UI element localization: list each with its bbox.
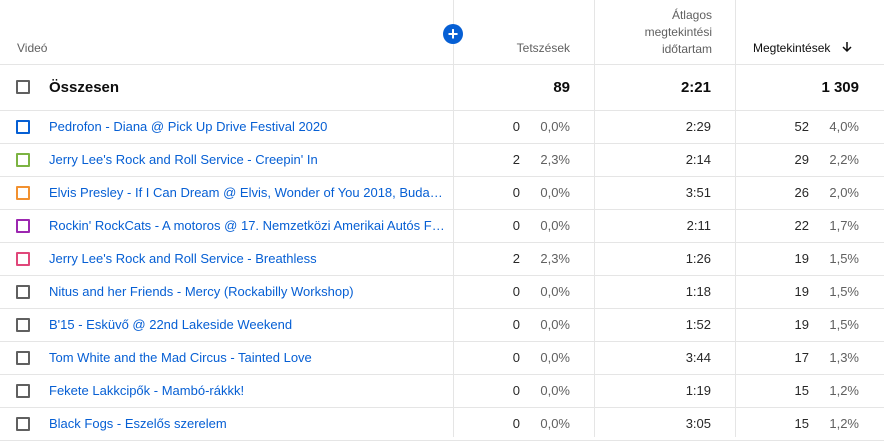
row-checkbox[interactable] xyxy=(16,219,30,233)
row-checkbox[interactable] xyxy=(16,252,30,266)
row-checkbox[interactable] xyxy=(16,120,30,134)
avg-duration-column-header[interactable]: Átlagos megtekintési időtartam xyxy=(644,8,712,56)
likes-column-header[interactable]: Tetszések xyxy=(516,41,570,55)
likes-percent: 0,0% xyxy=(540,416,570,431)
likes-percent: 0,0% xyxy=(540,218,570,233)
video-title-link[interactable]: Pedrofon - Diana @ Pick Up Drive Festiva… xyxy=(49,119,328,134)
views-percent: 4,0% xyxy=(829,119,859,134)
video-title-link[interactable]: Jerry Lee's Rock and Roll Service - Brea… xyxy=(49,251,317,266)
table-row: Elvis Presley - If I Can Dream @ Elvis, … xyxy=(0,177,884,210)
avg-duration-value: 1:26 xyxy=(685,251,711,266)
likes-value: 0 xyxy=(512,218,520,233)
avg-duration-value: 2:14 xyxy=(685,152,711,167)
row-checkbox[interactable] xyxy=(16,186,30,200)
views-value: 52 xyxy=(794,119,809,134)
likes-value: 2 xyxy=(512,251,520,266)
avg-duration-value: 2:29 xyxy=(685,119,711,134)
likes-percent: 0,0% xyxy=(540,284,570,299)
table-row: Rockin' RockCats - A motoros @ 17. Nemze… xyxy=(0,210,884,243)
video-title-link[interactable]: Fekete Lakkcipők - Mambó-rákkk! xyxy=(49,383,245,398)
row-checkbox[interactable] xyxy=(16,384,30,398)
views-percent: 2,0% xyxy=(829,185,859,200)
table-row: Fekete Lakkcipők - Mambó-rákkk! 0 0,0% 1:19… xyxy=(0,375,884,408)
likes-percent: 0,0% xyxy=(540,119,570,134)
views-value: 19 xyxy=(794,284,809,299)
total-checkbox[interactable] xyxy=(16,80,30,94)
likes-percent: 0,0% xyxy=(540,317,570,332)
video-title-link[interactable]: Rockin' RockCats - A motoros @ 17. Nemze… xyxy=(49,218,445,233)
avg-duration-value: 1:18 xyxy=(685,284,711,299)
views-percent: 1,2% xyxy=(829,416,859,431)
table-header: Videó + Tetszések Átlagos megtekintési i… xyxy=(0,0,884,65)
row-checkbox[interactable] xyxy=(16,351,30,365)
views-percent: 2,2% xyxy=(829,152,859,167)
views-value: 15 xyxy=(794,383,809,398)
plus-circle-icon[interactable]: + xyxy=(443,24,463,44)
column-divider xyxy=(453,0,454,437)
likes-value: 0 xyxy=(512,317,520,332)
video-title-link[interactable]: Elvis Presley - If I Can Dream @ Elvis, … xyxy=(49,185,445,200)
video-title-link[interactable]: Tom White and the Mad Circus - Tainted L… xyxy=(49,350,312,365)
table-row: Nitus and her Friends - Mercy (Rockabill… xyxy=(0,276,884,309)
table-row: Pedrofon - Diana @ Pick Up Drive Festiva… xyxy=(0,111,884,144)
views-percent: 1,5% xyxy=(829,251,859,266)
table-row: Jerry Lee's Rock and Roll Service - Brea… xyxy=(0,243,884,276)
video-title-link[interactable]: B'15 - Esküvő @ 22nd Lakeside Weekend xyxy=(49,317,293,332)
video-column-header[interactable]: Videó xyxy=(17,41,48,55)
total-label: Összesen xyxy=(49,79,120,96)
views-value: 29 xyxy=(794,152,809,167)
views-value: 19 xyxy=(794,251,809,266)
likes-value: 0 xyxy=(512,416,520,431)
views-value: 17 xyxy=(794,350,809,365)
views-percent: 1,7% xyxy=(829,218,859,233)
likes-value: 0 xyxy=(512,119,520,134)
video-title-link[interactable]: Black Fogs - Eszelős szerelem xyxy=(49,416,227,431)
views-percent: 1,2% xyxy=(829,383,859,398)
avg-duration-value: 3:51 xyxy=(685,185,711,200)
likes-value: 0 xyxy=(512,350,520,365)
row-checkbox[interactable] xyxy=(16,153,30,167)
likes-value: 2 xyxy=(512,152,520,167)
views-percent: 1,5% xyxy=(829,284,859,299)
likes-percent: 0,0% xyxy=(540,185,570,200)
video-title-link[interactable]: Nitus and her Friends - Mercy (Rockabill… xyxy=(49,284,354,299)
likes-value: 0 xyxy=(512,185,520,200)
total-avg-duration: 2:21 xyxy=(680,79,711,96)
total-likes: 89 xyxy=(553,79,570,96)
views-column-header[interactable]: Megtekintések xyxy=(753,40,854,57)
column-divider xyxy=(735,0,736,437)
table-row: Tom White and the Mad Circus - Tainted L… xyxy=(0,342,884,375)
likes-percent: 2,3% xyxy=(540,251,570,266)
views-value: 22 xyxy=(794,218,809,233)
table-row: Black Fogs - Eszelős szerelem 0 0,0% 3:05 15… xyxy=(0,408,884,441)
total-row: Összesen 89 2:21 1 309 xyxy=(0,65,884,111)
video-title-link[interactable]: Jerry Lee's Rock and Roll Service - Cree… xyxy=(49,152,318,167)
row-checkbox[interactable] xyxy=(16,318,30,332)
views-value: 15 xyxy=(794,416,809,431)
likes-percent: 0,0% xyxy=(540,350,570,365)
avg-duration-value: 3:05 xyxy=(685,416,711,431)
views-percent: 1,5% xyxy=(829,317,859,332)
avg-duration-value: 1:19 xyxy=(685,383,711,398)
table-row: B'15 - Esküvő @ 22nd Lakeside Weekend 0 0,… xyxy=(0,309,884,342)
avg-duration-value: 2:11 xyxy=(686,218,711,233)
arrow-down-icon xyxy=(842,42,852,53)
views-percent: 1,3% xyxy=(829,350,859,365)
row-checkbox[interactable] xyxy=(16,417,30,431)
column-divider xyxy=(594,0,595,437)
avg-duration-value: 1:52 xyxy=(685,317,711,332)
likes-value: 0 xyxy=(512,383,520,398)
total-views: 1 309 xyxy=(821,79,859,96)
table-row: Jerry Lee's Rock and Roll Service - Cree… xyxy=(0,144,884,177)
likes-value: 0 xyxy=(512,284,520,299)
views-value: 26 xyxy=(794,185,809,200)
row-checkbox[interactable] xyxy=(16,285,30,299)
likes-percent: 2,3% xyxy=(540,152,570,167)
avg-duration-value: 3:44 xyxy=(685,350,711,365)
likes-percent: 0,0% xyxy=(540,383,570,398)
views-value: 19 xyxy=(794,317,809,332)
